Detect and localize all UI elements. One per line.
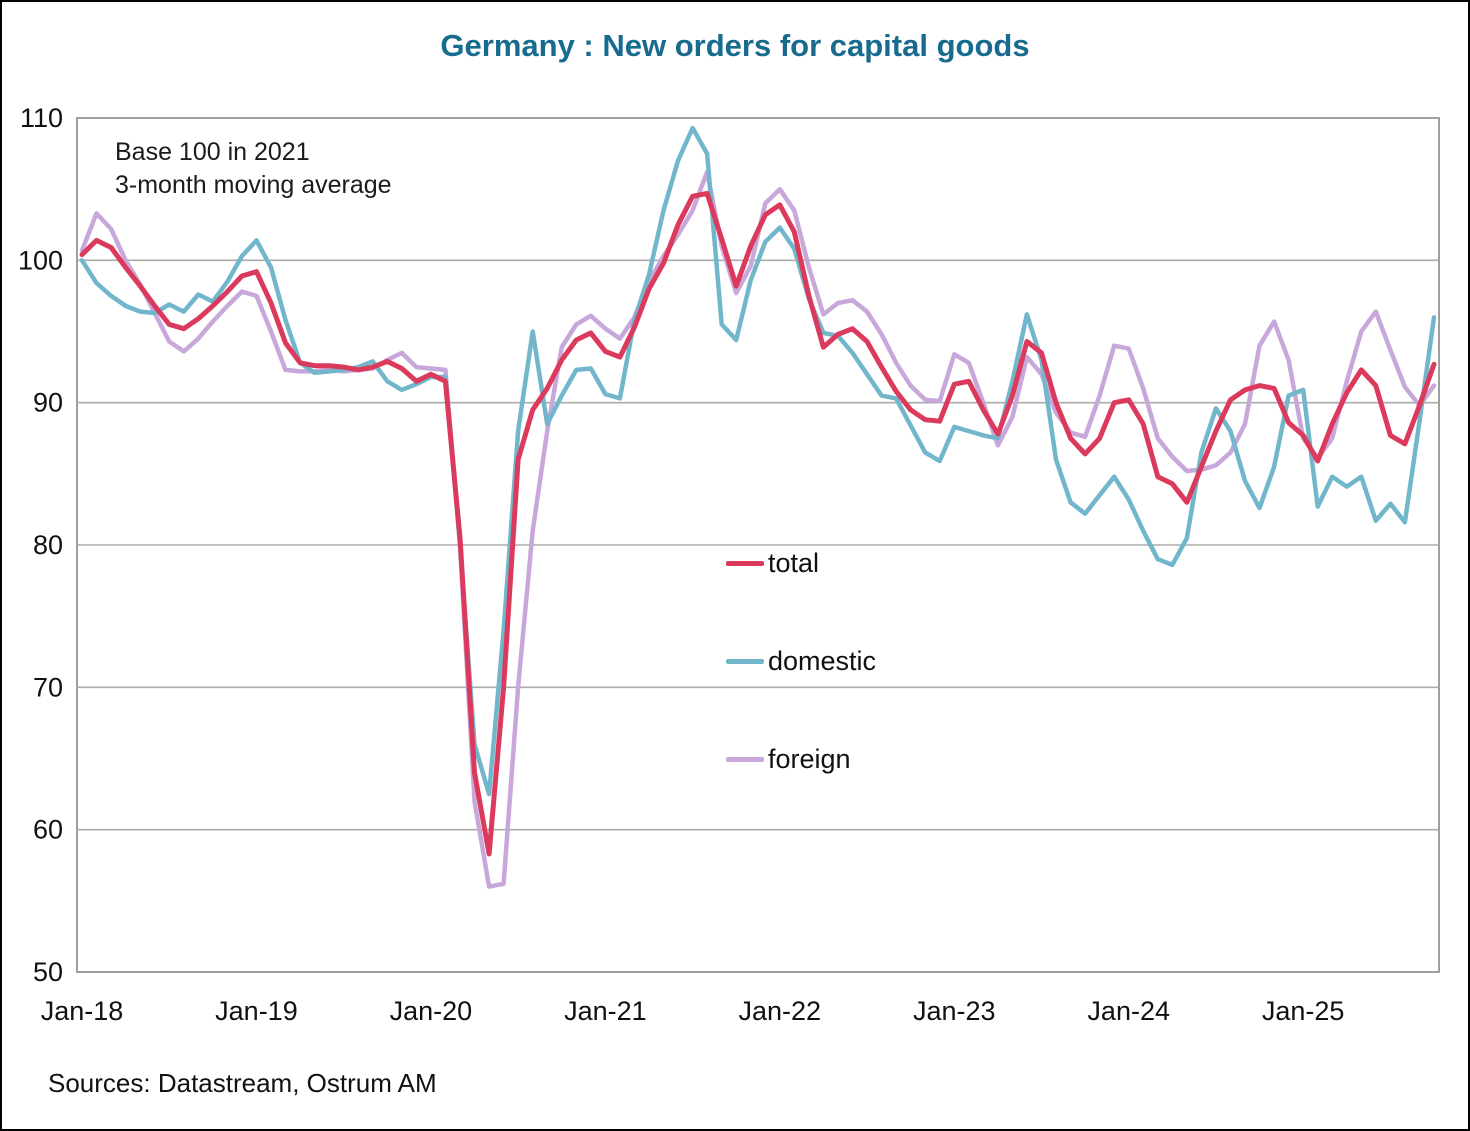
chart-title: Germany : New orders for capital goods xyxy=(440,28,1030,63)
y-tick-label-110: 110 xyxy=(20,103,63,133)
y-tick-label-70: 70 xyxy=(33,672,63,702)
legend-item-domestic: domestic xyxy=(726,646,986,676)
domestic-line xyxy=(79,125,1437,797)
y-tick-label-50: 50 xyxy=(33,957,63,987)
x-tick-label-Jan-25: Jan-25 xyxy=(1262,996,1345,1026)
x-tick-label-Jan-22: Jan-22 xyxy=(739,996,822,1026)
x-tick-label-Jan-23: Jan-23 xyxy=(913,996,996,1026)
x-tick-label-Jan-19: Jan-19 xyxy=(215,996,298,1026)
foreign-line-swatch xyxy=(726,756,764,762)
y-tick-label-80: 80 xyxy=(33,530,63,560)
y-tick-label-100: 100 xyxy=(18,245,63,275)
annotation-line-2: 3-month moving average xyxy=(115,171,392,199)
y-tick-label-60: 60 xyxy=(33,815,63,845)
chart-legend: total domestic foreign xyxy=(726,548,986,842)
domestic-line-swatch xyxy=(726,658,764,664)
total-line xyxy=(79,190,1437,857)
total-line-swatch xyxy=(726,560,764,566)
legend-label-foreign: foreign xyxy=(768,743,851,774)
chart-annotation: Base 100 in 2021 3-month moving average xyxy=(115,136,392,202)
legend-item-total: total xyxy=(726,548,986,578)
source-text: Sources: Datastream, Ostrum AM xyxy=(48,1068,437,1098)
y-tick-label-90: 90 xyxy=(33,388,63,418)
x-tick-label-Jan-20: Jan-20 xyxy=(390,996,473,1026)
x-tick-label-Jan-21: Jan-21 xyxy=(564,996,647,1026)
legend-item-foreign: foreign xyxy=(726,744,986,774)
x-tick-label-Jan-18: Jan-18 xyxy=(41,996,124,1026)
legend-label-total: total xyxy=(768,547,820,578)
x-tick-label-Jan-24: Jan-24 xyxy=(1087,996,1170,1026)
annotation-line-1: Base 100 in 2021 xyxy=(115,138,310,166)
legend-label-domestic: domestic xyxy=(768,645,877,676)
